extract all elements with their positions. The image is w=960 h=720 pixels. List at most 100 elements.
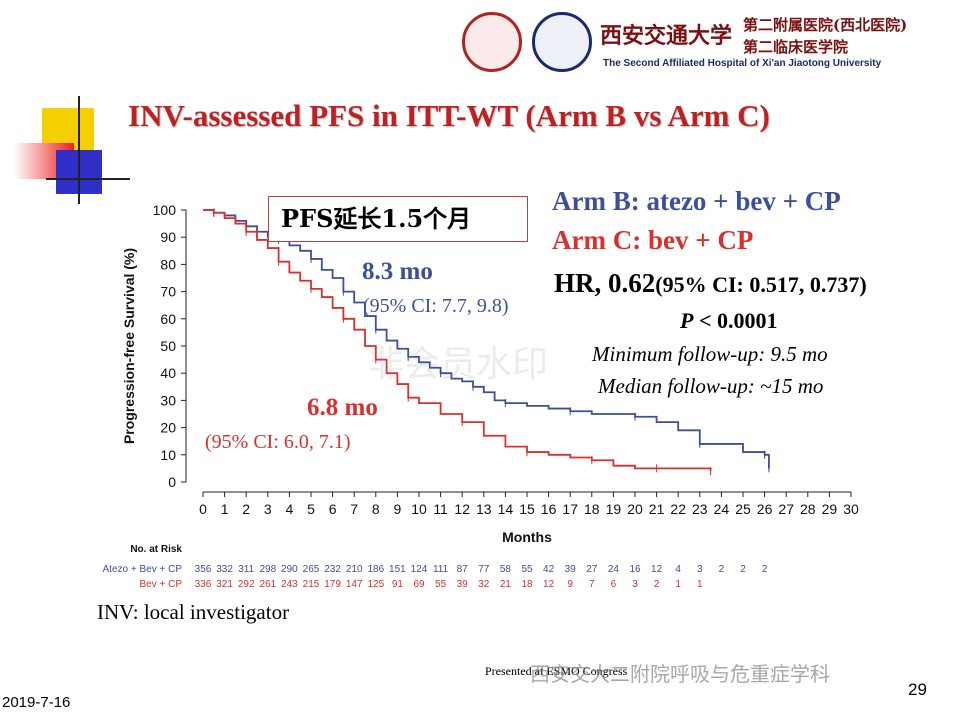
bottom-watermark: 西安交大二附院呼吸与危重症学科 [530,662,830,686]
median-arm-b-ci: (95% CI: 7.7, 9.8) [363,295,509,317]
median-arm-c-ci: (95% CI: 6.0, 7.1) [205,431,351,453]
risk-value: 69 [413,579,425,590]
y-tick-label: 30 [160,392,176,408]
median-arm-b: 8.3 mo [362,258,433,285]
hospital-name-cn-1: 第二附属医院(西北医院) [743,16,908,34]
y-tick-label: 20 [160,420,176,436]
hospital-name-cn-2: 第二临床医学院 [743,38,849,56]
risk-value: 332 [216,564,233,575]
risk-value: 24 [608,564,620,575]
x-tick-label: 5 [307,501,315,517]
risk-value: 7 [589,579,595,590]
km-curve-arm-c [203,209,712,472]
hr-value: HR, 0.62 [554,268,656,298]
x-tick-label: 8 [372,501,380,517]
x-tick-label: 26 [757,501,773,517]
risk-value: 1 [697,579,703,590]
risk-value: 147 [346,579,363,590]
x-tick-label: 30 [843,501,859,517]
risk-value: 210 [346,564,363,575]
x-tick-label: 13 [476,501,492,517]
risk-value: 42 [543,564,555,575]
risk-row-label: Atezo + Bev + CP [103,564,183,575]
p-value: P < 0.0001 [680,308,778,334]
x-tick-label: 27 [778,501,794,517]
arm-b-label: Arm B: atezo + bev + CP [552,186,841,216]
risk-value: 87 [457,564,469,575]
hazard-ratio: HR, 0.62(95% CI: 0.517, 0.737) [554,268,867,299]
arm-c-label: Arm C: bev + CP [552,225,754,255]
risk-value: 2 [740,564,746,575]
y-tick-label: 60 [160,311,176,327]
risk-value: 232 [324,564,341,575]
x-tick-label: 11 [433,501,448,517]
risk-value: 6 [611,579,617,590]
risk-value: 261 [259,579,276,590]
risk-value: 27 [586,564,598,575]
risk-table-title: No. at Risk [130,544,182,555]
risk-value: 321 [216,579,233,590]
risk-value: 179 [324,579,341,590]
x-tick-label: 4 [286,501,294,517]
footnote: INV: local investigator [97,600,290,624]
x-tick-label: 14 [498,501,514,517]
risk-value: 265 [303,564,320,575]
y-tick-label: 80 [160,256,176,272]
p-label: P [680,308,694,333]
x-tick-label: 16 [541,501,557,517]
x-tick-label: 28 [800,501,816,517]
risk-value: 12 [543,579,555,590]
risk-value: 356 [195,564,212,575]
x-tick-label: 22 [670,501,686,517]
x-tick-label: 7 [350,501,358,517]
risk-value: 55 [521,564,533,575]
risk-value: 18 [521,579,533,590]
risk-value: 292 [238,579,255,590]
x-tick-label: 29 [822,501,838,517]
x-tick-label: 10 [411,501,427,517]
center-watermark: 非会员水印 [368,344,549,385]
x-axis-label: Months [502,529,552,545]
x-tick-label: 24 [714,501,730,517]
median-arm-c: 6.8 mo [307,394,378,421]
hospital-name-en: The Second Affiliated Hospital of Xi'an … [603,58,882,69]
y-tick-label: 100 [153,202,177,218]
y-tick-label: 90 [160,229,176,245]
x-tick-label: 2 [242,501,250,517]
median-followup: Median follow-up: ~15 mo [598,374,824,398]
x-tick-label: 15 [519,501,535,517]
risk-value: 39 [565,564,577,575]
min-followup: Minimum follow-up: 9.5 mo [592,342,828,366]
risk-value: 151 [389,564,406,575]
hospital-logo [532,12,592,72]
university-name: 西安交通大学 [600,23,733,49]
risk-value: 125 [367,579,384,590]
risk-value: 111 [433,564,449,575]
risk-value: 32 [478,579,490,590]
risk-value: 12 [651,564,663,575]
risk-value: 243 [281,579,298,590]
risk-value: 124 [411,564,428,575]
pfs-callout-box: PFS延长1.5个月 [268,196,528,242]
university-seal-logo [462,12,522,72]
page-number: 29 [908,680,927,699]
risk-value: 3 [632,579,638,590]
risk-value: 39 [457,579,469,590]
risk-value: 55 [435,579,447,590]
x-tick-label: 1 [221,501,229,517]
y-tick-label: 40 [160,365,176,381]
risk-value: 2 [654,579,660,590]
x-tick-label: 25 [735,501,751,517]
risk-value: 336 [195,579,212,590]
p-number: < 0.0001 [693,308,778,333]
x-tick-label: 9 [394,501,402,517]
x-tick-label: 21 [649,501,665,517]
slide-date: 2019-7-16 [2,694,71,711]
risk-value: 58 [500,564,512,575]
x-tick-label: 17 [562,501,578,517]
risk-value: 4 [675,564,681,575]
risk-value: 91 [392,579,404,590]
risk-value: 2 [719,564,725,575]
deco-vertical-line [78,96,80,204]
